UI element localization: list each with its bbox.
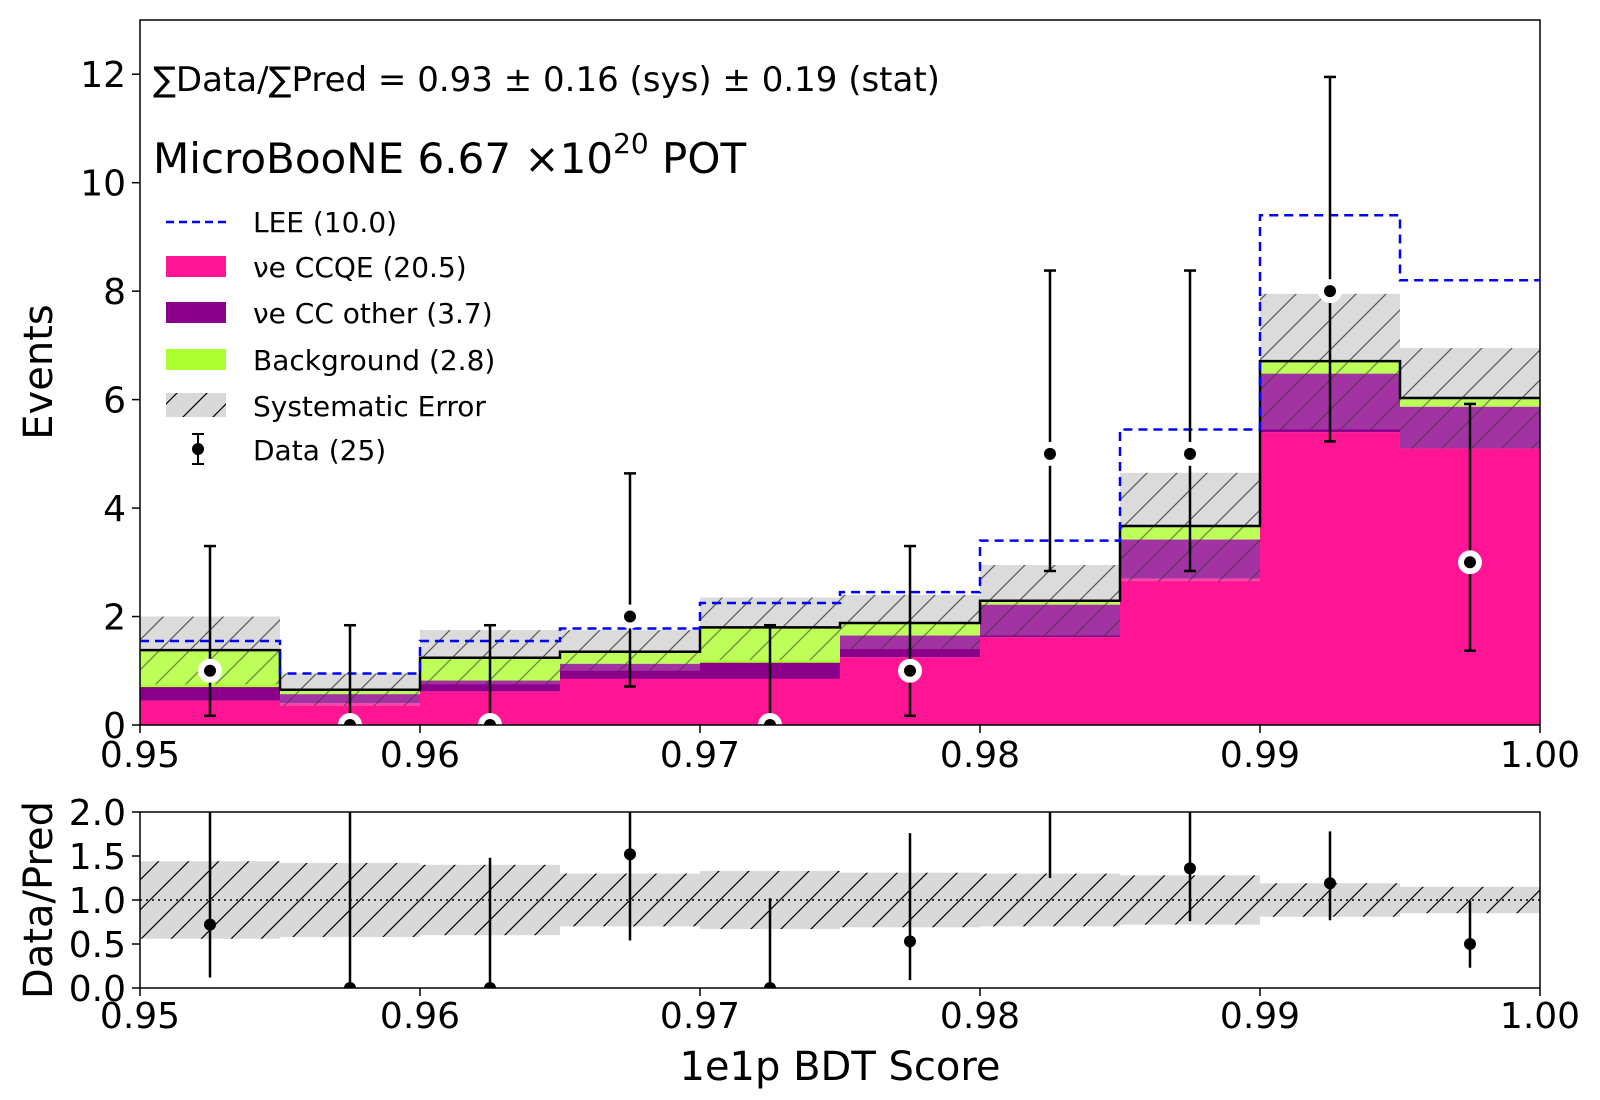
ratio-x-tick-label-3: 0.98 <box>940 996 1020 1037</box>
main-y-tick-label-0: 0 <box>103 706 126 747</box>
main-x-tick-label-0: 0.95 <box>100 735 180 776</box>
legend-ccother-label: νe CC other (3.7) <box>253 297 493 330</box>
data-marker-5 <box>904 664 916 677</box>
ratio-marker-1 <box>344 982 356 988</box>
main-x-tick-label-3: 0.98 <box>940 735 1020 776</box>
data-marker-6 <box>1044 447 1056 460</box>
legend-background-label: Background (2.8) <box>253 344 495 377</box>
main-plot-frame <box>139 19 1541 726</box>
ratio-marker-0 <box>204 918 216 931</box>
main-panel: 0.95 0.96 0.97 0.98 0.99 1.00 0 2 4 6 8 10 12 Event… <box>16 19 1580 776</box>
ratio-plot-area <box>140 790 1540 988</box>
experiment-annotation: MicroBooNE 6.67 ×1020 POT <box>153 127 746 183</box>
ratio-y-axis: 0.00.51.01.52.0 <box>69 793 140 1010</box>
legend-syserr-swatch <box>166 393 226 417</box>
ratio-y-tick-label-3: 1.5 <box>69 837 126 878</box>
ratio-x-tick-label-5: 1.00 <box>1500 996 1580 1037</box>
main-y-tick-label-2: 4 <box>103 489 126 530</box>
main-y-axis-label: Events <box>16 304 62 439</box>
legend-background-swatch <box>166 349 226 370</box>
bar-series-0-bin-6 <box>980 637 1120 725</box>
ratio-y-tick-label-1: 0.5 <box>69 925 126 966</box>
data-marker-4 <box>764 719 776 725</box>
ratio-y-tick-label-0: 0.0 <box>69 969 126 1010</box>
main-x-tick-label-1: 0.96 <box>380 735 460 776</box>
main-y-tick-label-6: 12 <box>80 55 126 96</box>
syserr-lower-fill-6 <box>980 600 1120 636</box>
ratio-x-tick-label-2: 0.97 <box>660 996 740 1037</box>
ratio-x-tick-label-1: 0.96 <box>380 996 460 1037</box>
ratio-marker-5 <box>904 935 916 948</box>
data-marker-9 <box>1464 556 1476 569</box>
data-marker-1 <box>344 719 356 725</box>
main-x-tick-label-5: 1.00 <box>1500 735 1580 776</box>
ratio-x-axis: 0.95 0.96 0.97 0.98 0.99 1.00 <box>100 988 1580 1037</box>
legend-data-marker <box>192 443 204 455</box>
ratio-marker-9 <box>1464 938 1476 950</box>
main-y-tick-label-4: 8 <box>103 272 126 313</box>
main-y-tick-label-3: 6 <box>103 381 126 422</box>
main-y-axis: 0 2 4 6 8 10 12 <box>80 55 140 747</box>
ratio-marker-6 <box>1044 790 1056 802</box>
ratio-marker-3 <box>624 848 636 861</box>
ratio-annotation: ∑Data/∑Pred = 0.93 ± 0.16 (sys) ± 0.19 (… <box>153 60 940 100</box>
ratio-x-axis-label: 1e1p BDT Score <box>679 1044 1000 1090</box>
main-x-tick-label-2: 0.97 <box>660 735 740 776</box>
main-x-tick-label-4: 0.99 <box>1220 735 1300 776</box>
ratio-panel: 0.95 0.96 0.97 0.98 0.99 1.00 0.00.51.01.52.0… <box>16 790 1580 1090</box>
legend-data-label: Data (25) <box>253 434 386 467</box>
legend-ccqe-label: νe CCQE (20.5) <box>253 251 467 284</box>
ratio-x-tick-label-0: 0.95 <box>100 996 180 1037</box>
data-marker-7 <box>1184 447 1196 460</box>
ratio-marker-7 <box>1184 862 1196 875</box>
legend-syserr-label: Systematic Error <box>253 390 486 423</box>
bar-series-0-bin-7 <box>1120 578 1260 725</box>
ratio-marker-2 <box>484 982 496 988</box>
legend-lee-label: LEE (10.0) <box>253 206 397 239</box>
ratio-marker-4 <box>764 982 776 988</box>
data-marker-2 <box>484 719 496 725</box>
legend: LEE (10.0) νe CCQE (20.5) νe CC other (3… <box>166 206 495 467</box>
ratio-y-tick-label-4: 2.0 <box>69 793 126 834</box>
total-prediction-line <box>140 359 1540 691</box>
ratio-marker-8 <box>1324 877 1336 890</box>
main-x-axis: 0.95 0.96 0.97 0.98 0.99 1.00 <box>100 725 1580 776</box>
data-marker-3 <box>624 610 636 623</box>
lee-line <box>140 213 1540 675</box>
main-y-tick-label-1: 2 <box>103 598 126 639</box>
data-marker-8 <box>1324 285 1336 298</box>
ratio-y-tick-label-2: 1.0 <box>69 881 126 922</box>
ratio-x-tick-label-4: 0.99 <box>1220 996 1300 1037</box>
bar-series-0-bin-8 <box>1260 432 1400 725</box>
ratio-band-6 <box>980 873 1120 927</box>
main-plot-area <box>140 75 1540 725</box>
ratio-y-axis-label: Data/Pred <box>16 801 62 999</box>
data-marker-0 <box>204 664 216 677</box>
legend-ccother-swatch <box>166 302 226 323</box>
main-y-tick-label-5: 10 <box>80 164 126 205</box>
legend-ccqe-swatch <box>166 256 226 277</box>
